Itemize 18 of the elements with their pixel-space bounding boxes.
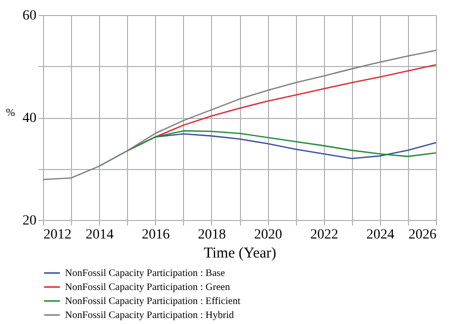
x-tick-label: 2018 — [198, 228, 226, 242]
legend-label: NonFossil Capacity Participation : Efficient — [65, 296, 241, 307]
legend-label: NonFossil Capacity Participation : Green — [65, 282, 230, 293]
legend-label: NonFossil Capacity Participation : Base — [65, 268, 226, 279]
x-tick-label: 2012 — [44, 228, 72, 242]
line-series — [42, 50, 437, 180]
x-tick-label: 2022 — [310, 228, 338, 242]
y-tick-label: 60 — [22, 8, 36, 24]
y-tick-label: 40 — [22, 111, 36, 126]
x-tick-label: 2020 — [254, 228, 282, 242]
x-tick-label: 2024 — [366, 228, 394, 242]
x-tick-label: 2016 — [142, 228, 170, 242]
x-tick-label: 2026 — [408, 228, 436, 242]
y-axis-title: % — [6, 107, 16, 119]
legend-label: NonFossil Capacity Participation : Hybrid — [65, 310, 234, 321]
y-tick-label: 20 — [22, 214, 36, 228]
x-axis-title: Time (Year) — [204, 246, 276, 262]
x-tick-label: 2014 — [86, 228, 114, 242]
